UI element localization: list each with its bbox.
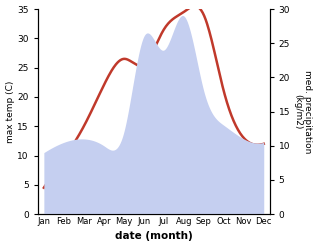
X-axis label: date (month): date (month): [115, 231, 193, 242]
Y-axis label: med. precipitation
(kg/m2): med. precipitation (kg/m2): [293, 70, 313, 153]
Y-axis label: max temp (C): max temp (C): [5, 80, 15, 143]
